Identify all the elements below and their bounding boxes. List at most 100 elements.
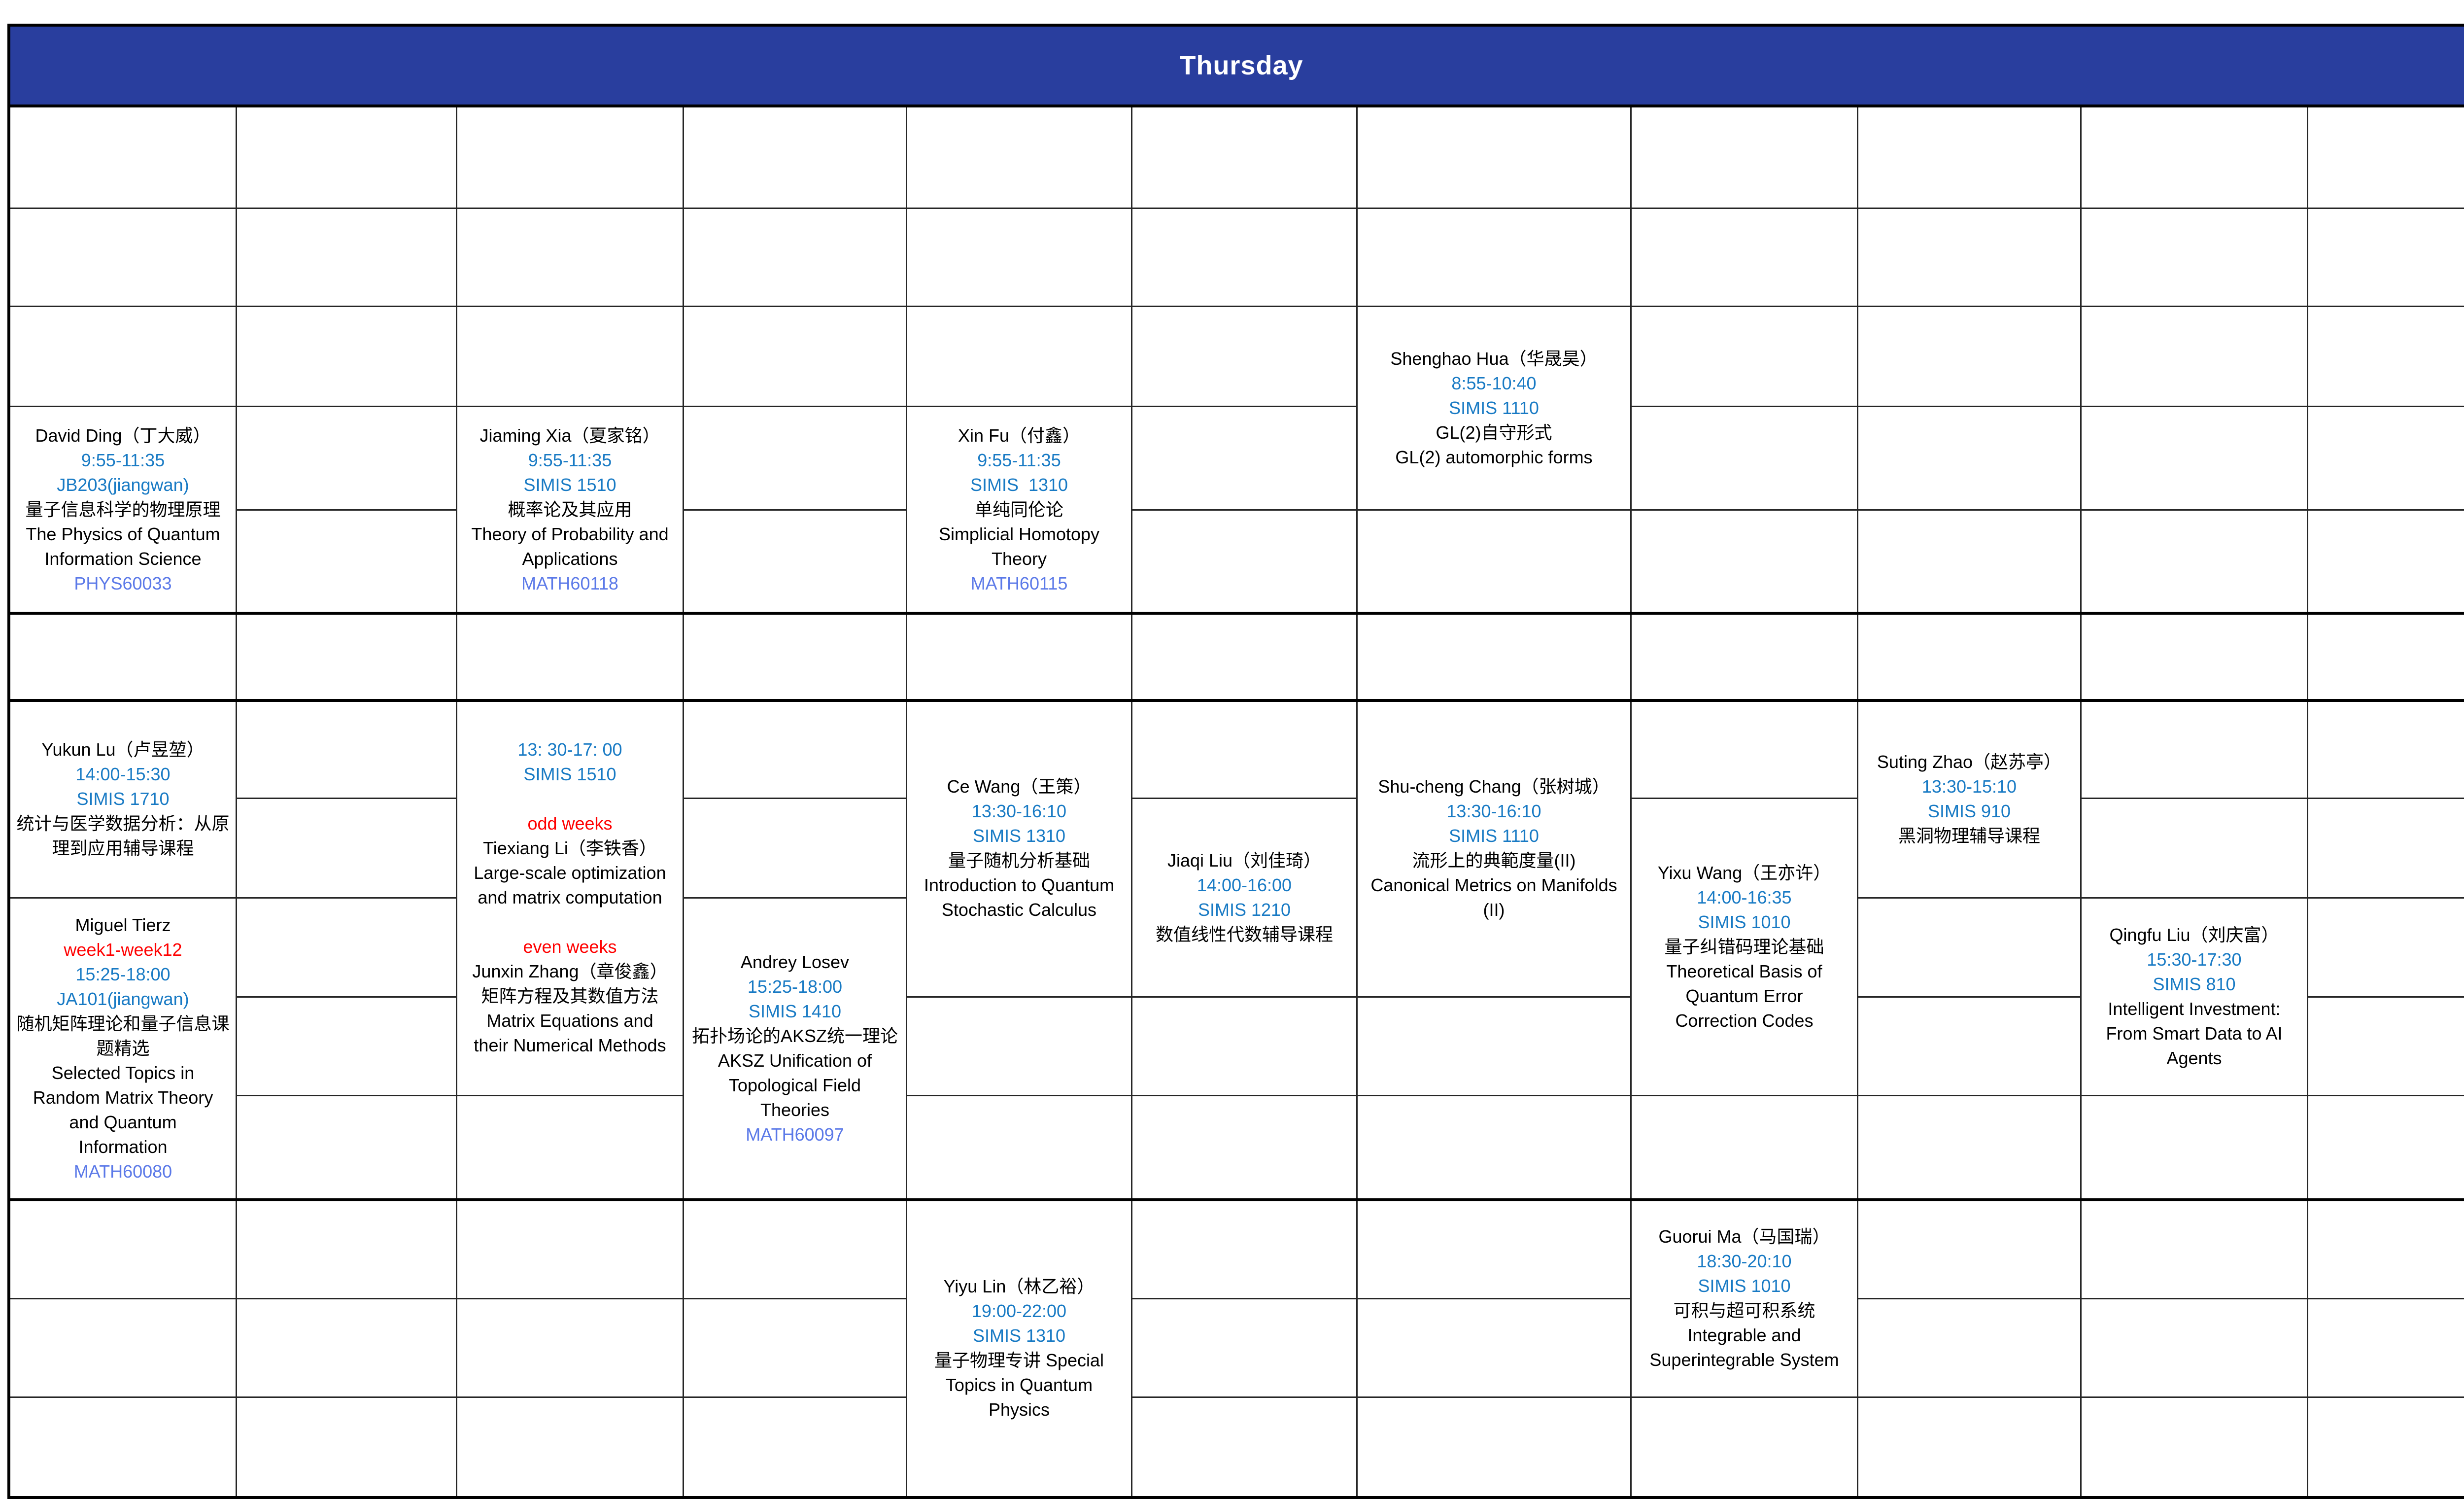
empty-cell-r5-c9	[1858, 511, 2082, 613]
empty-cell-r3-c4	[684, 307, 907, 407]
empty-cell-r12-c3	[457, 1200, 684, 1299]
course-line: 统计与医学数据分析：从原	[16, 813, 230, 834]
course-line: Yixu Wang（王亦许）	[1657, 863, 1831, 883]
course-line: 15:25-18:00	[747, 976, 843, 997]
empty-cell-r4-c8	[1632, 407, 1858, 511]
empty-cell-r6-c1	[10, 613, 237, 700]
timetable-grid: David Ding（丁大威） 9:55-11:35 JB203(jiangwan)…	[10, 107, 2464, 1496]
course-line: 13:30-16:10	[971, 801, 1067, 821]
empty-cell-r4-c11	[2308, 407, 2464, 511]
empty-cell-r14-c6	[1132, 1398, 1358, 1496]
course-cell-shucheng-chang[interactable]: Shu-cheng Chang（张树城） 13:30-16:10 SIMIS 111…	[1358, 700, 1632, 998]
empty-cell-r1-c6	[1132, 107, 1358, 209]
course-line: Simplicial Homotopy	[938, 523, 1100, 544]
course-line: Junxin Zhang（章俊鑫）	[472, 961, 668, 981]
course-line: Physics	[988, 1399, 1050, 1420]
empty-cell-r3-c2	[237, 307, 457, 407]
course-cell-yixu-wang[interactable]: Yixu Wang（王亦许） 14:00-16:35 SIMIS 1010 量子纠错码…	[1632, 799, 1858, 1096]
course-cell-xin-fu[interactable]: Xin Fu（付鑫） 9:55-11:35 SIMIS 1310 单纯同伦论 Simpl…	[907, 407, 1132, 613]
course-line: 概率论及其应用	[508, 499, 632, 520]
course-line: SIMIS 1010	[1698, 912, 1791, 932]
course-line: SIMIS 810	[2153, 974, 2236, 994]
empty-cell-r1-c2	[237, 107, 457, 209]
empty-cell-r14-c1	[10, 1398, 237, 1496]
empty-cell-r3-c11	[2308, 307, 2464, 407]
empty-cell-r11-c8	[1632, 1096, 1858, 1200]
course-cell-shenghao-hua[interactable]: Shenghao Hua（华晟昊） 8:55-10:40 SIMIS 1110 GL(…	[1358, 307, 1632, 511]
empty-cell-r4-c10	[2082, 407, 2308, 511]
course-cell-qingfu-liu[interactable]: Qingfu Liu（刘庆富） 15:30-17:30 SIMIS 810 Intel…	[2082, 899, 2308, 1096]
course-line: Jiaming Xia（夏家铭）	[479, 425, 660, 446]
empty-cell-r11-c7	[1358, 1096, 1632, 1200]
empty-cell-r2-c5	[907, 209, 1132, 307]
course-line: 19:00-22:00	[971, 1300, 1067, 1321]
empty-cell-r3-c8	[1632, 307, 1858, 407]
empty-cell-r10-c2	[237, 998, 457, 1096]
empty-cell-r5-c11	[2308, 511, 2464, 613]
course-line: David Ding（丁大威）	[35, 425, 211, 446]
course-line: SIMIS 1010	[1698, 1275, 1791, 1296]
course-line: even weeks	[523, 937, 617, 957]
course-line: 理到应用辅导课程	[52, 837, 194, 858]
course-line: 矩阵方程及其数值方法	[481, 986, 659, 1006]
course-line: Yiyu Lin（林乙裕）	[943, 1276, 1095, 1296]
empty-cell-r11-c5	[907, 1096, 1132, 1200]
empty-cell-r5-c2	[237, 511, 457, 613]
course-cell-li-zhang-alternating-weeks[interactable]: 13: 30-17: 00 SIMIS 1510 odd weeks Tiexiang…	[457, 700, 684, 1096]
empty-cell-r13-c1	[10, 1299, 237, 1398]
empty-cell-r14-c9	[1858, 1398, 2082, 1496]
course-line: MATH60115	[970, 573, 1068, 593]
course-line: 流形上的典範度量(II)	[1412, 850, 1576, 871]
course-line: SIMIS 1310	[972, 826, 1066, 846]
course-cell-jiaqi-liu[interactable]: Jiaqi Liu（刘佳琦） 14:00-16:00 SIMIS 1210 数值线性代…	[1132, 799, 1358, 998]
course-line: Introduction to Quantum	[924, 875, 1115, 895]
course-line: AKSZ Unification of	[718, 1050, 872, 1071]
course-line: 可积与超可积系统	[1673, 1300, 1815, 1321]
empty-cell-r13-c11	[2308, 1299, 2464, 1398]
empty-cell-r2-c9	[1858, 209, 2082, 307]
empty-cell-r11-c6	[1132, 1096, 1358, 1200]
course-line: Canonical Metrics on Manifolds	[1370, 875, 1617, 895]
course-line: Theory of Probability and	[471, 523, 669, 544]
course-line: Large-scale optimization	[474, 863, 666, 883]
empty-cell-r13-c3	[457, 1299, 684, 1398]
course-cell-ce-wang[interactable]: Ce Wang（王策） 13:30-16:10 SIMIS 1310 量子随机分析基础…	[907, 700, 1132, 998]
course-line: GL(2)自守形式	[1436, 422, 1552, 443]
empty-cell-r6-c5	[907, 613, 1132, 700]
course-line: Jiaqi Liu（刘佳琦）	[1167, 850, 1322, 871]
empty-cell-r6-c6	[1132, 613, 1358, 700]
course-line: Selected Topics in	[51, 1063, 195, 1083]
timetable: Thursday David Ding（丁大威） 9:55-11:35 JB203(…	[7, 24, 2464, 1499]
course-cell-yukun-lu[interactable]: Yukun Lu（卢昱堃） 14:00-15:30 SIMIS 1710 统计与医学数…	[10, 700, 237, 899]
course-line: JB203(jiangwan)	[57, 474, 189, 495]
empty-cell-r12-c10	[2082, 1200, 2308, 1299]
course-line: Random Matrix Theory	[33, 1087, 213, 1108]
course-cell-suting-zhao[interactable]: Suting Zhao（赵苏亭） 13:30-15:10 SIMIS 910 黑洞物理…	[1858, 700, 2082, 899]
empty-cell-r6-c11	[2308, 613, 2464, 700]
course-line: 14:00-15:30	[75, 764, 171, 784]
course-cell-andrey-losev[interactable]: Andrey Losev 15:25-18:00 SIMIS 1410 拓扑场论的AK…	[684, 899, 907, 1200]
course-line: Theory	[991, 548, 1047, 569]
course-line: JA101(jiangwan)	[57, 989, 189, 1009]
course-line: and matrix computation	[478, 887, 662, 907]
course-line: Tiexiang Li（李铁香）	[483, 838, 657, 858]
course-line: Topological Field	[728, 1075, 861, 1095]
empty-cell-r13-c7	[1358, 1299, 1632, 1398]
empty-cell-r14-c7	[1358, 1398, 1632, 1496]
empty-cell-r1-c4	[684, 107, 907, 209]
empty-cell-r1-c1	[10, 107, 237, 209]
course-cell-david-ding[interactable]: David Ding（丁大威） 9:55-11:35 JB203(jiangwan)…	[10, 407, 237, 613]
course-cell-miguel-tierz[interactable]: Miguel Tierz week1-week12 15:25-18:00 JA101…	[10, 899, 237, 1200]
empty-cell-r5-c6	[1132, 511, 1358, 613]
course-line: 单纯同伦论	[974, 499, 1063, 520]
course-line: SIMIS 1710	[76, 788, 170, 809]
course-cell-guorui-ma[interactable]: Guorui Ma（马国瑞） 18:30-20:10 SIMIS 1010 可积与超可…	[1632, 1200, 1858, 1398]
empty-cell-r13-c9	[1858, 1299, 2082, 1398]
empty-cell-r6-c10	[2082, 613, 2308, 700]
course-line: 9:55-11:35	[977, 450, 1061, 470]
course-line: SIMIS 1110	[1449, 826, 1539, 846]
course-line: Shu-cheng Chang（张树城）	[1378, 776, 1610, 797]
course-cell-yiyu-lin[interactable]: Yiyu Lin（林乙裕） 19:00-22:00 SIMIS 1310 量子物理专讲…	[907, 1200, 1132, 1496]
course-cell-jiaming-xia[interactable]: Jiaming Xia（夏家铭） 9:55-11:35 SIMIS 1510 概率论及…	[457, 407, 684, 613]
empty-cell-r12-c9	[1858, 1200, 2082, 1299]
